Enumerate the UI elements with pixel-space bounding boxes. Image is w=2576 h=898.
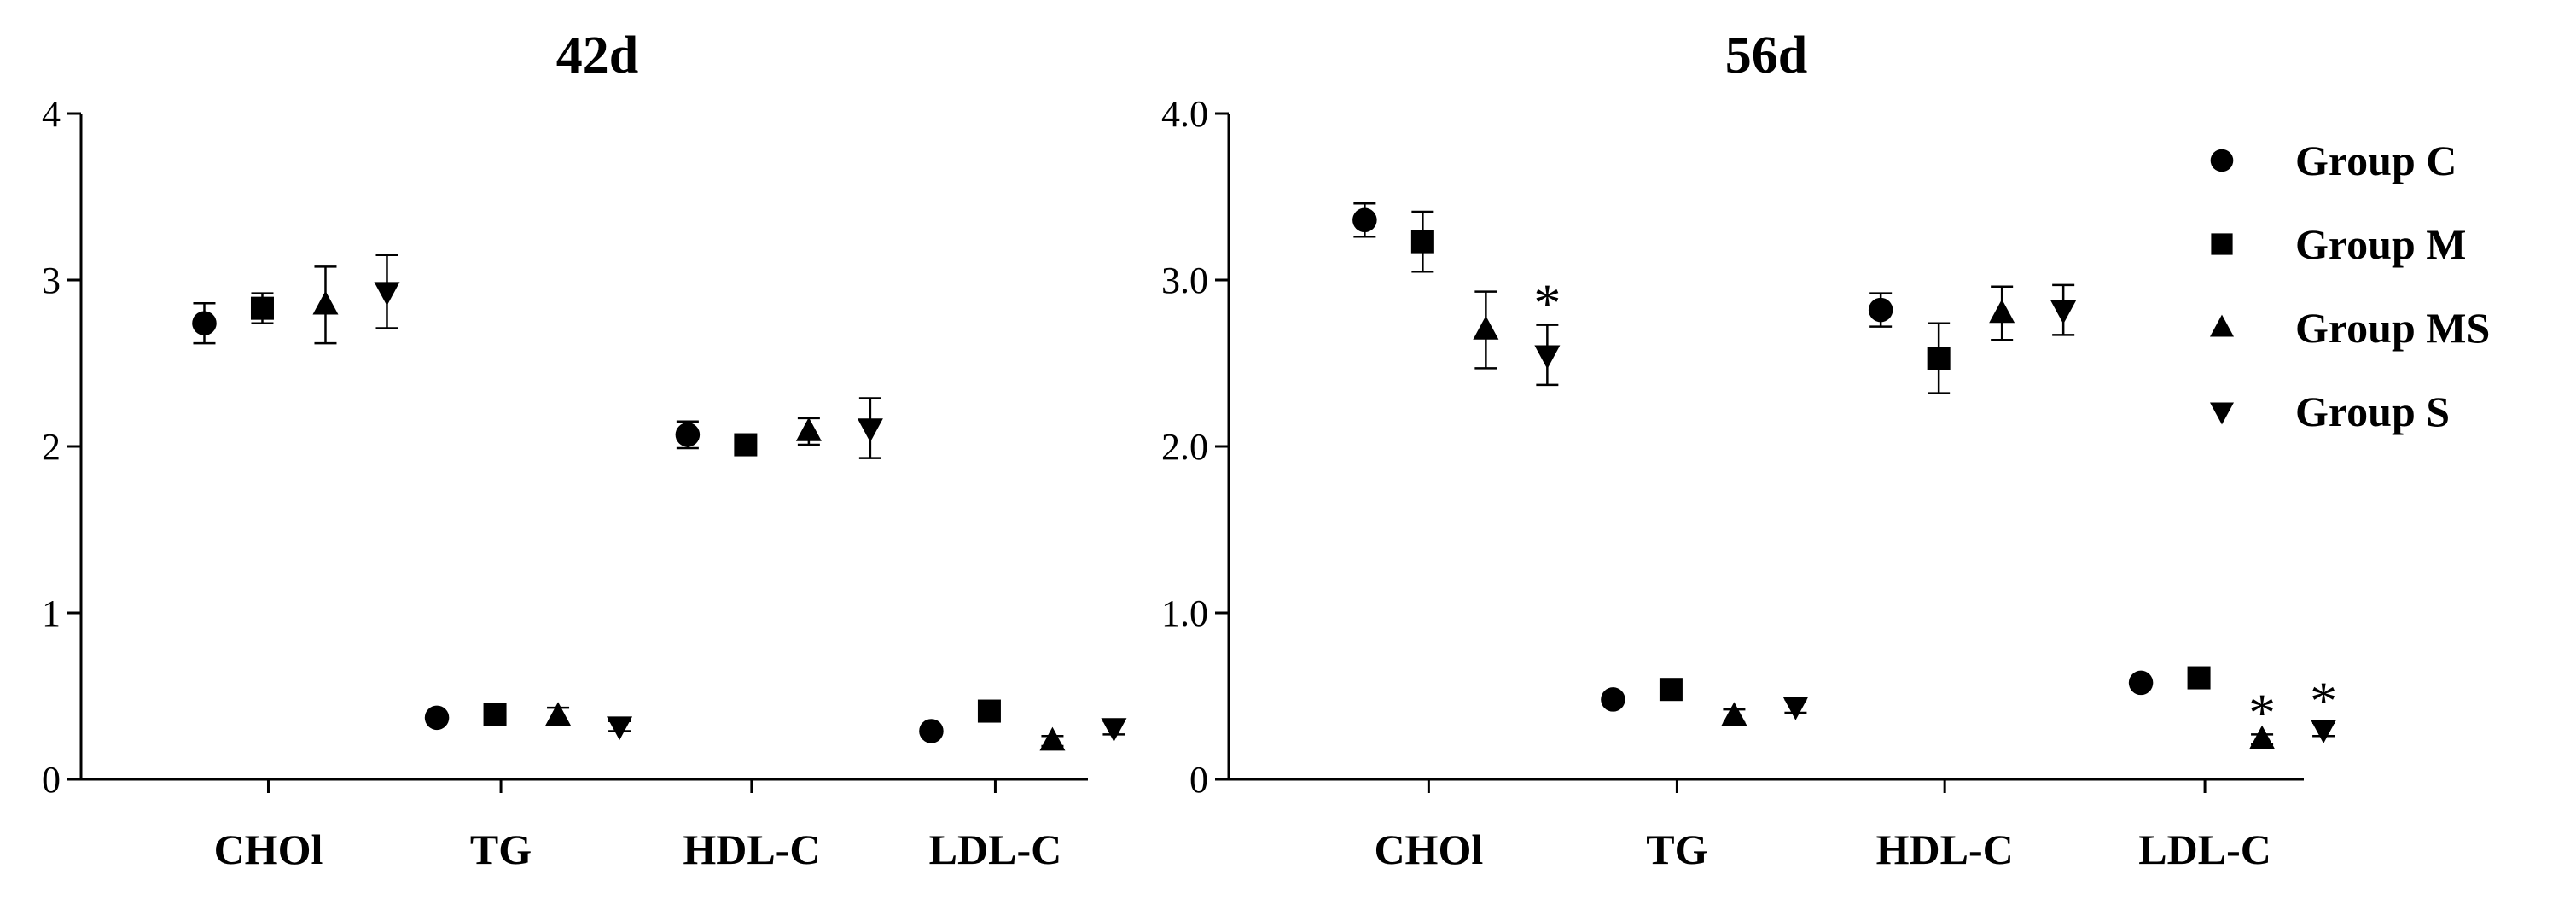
data-point-group-s-ldl-c [2311, 720, 2337, 743]
data-point-group-s-tg [1782, 696, 1809, 720]
legend-label: Group C [2295, 137, 2457, 184]
significance-marker: * [2310, 671, 2337, 732]
data-point-group-m-hdl-c [734, 433, 758, 457]
data-point-group-ms-chol [312, 290, 339, 315]
data-point-group-ms-ldl-c [2249, 725, 2276, 749]
data-point-group-m-ldl-c [2187, 666, 2211, 690]
y-tick-label: 1 [42, 592, 61, 634]
x-tick-label-hdl-c: HDL-C [683, 825, 820, 873]
legend-marker-group-m [2211, 233, 2233, 255]
y-tick-label: 0 [1189, 759, 1208, 801]
data-point-group-ms-hdl-c [795, 417, 822, 441]
legend-marker-group-ms [2210, 314, 2234, 337]
data-point-group-m-tg [1659, 678, 1683, 702]
legend-marker-group-c [2210, 149, 2234, 172]
x-tick-label-chol: CHOl [214, 825, 323, 873]
legend-item-group-c: Group C [2210, 137, 2457, 184]
chart-title: 42d [556, 26, 638, 85]
y-tick-label: 3 [42, 259, 61, 301]
series-group-s: ** [1533, 273, 2337, 743]
significance-marker: * [2248, 682, 2276, 743]
legend: Group C Group M Group MS Group S [2210, 137, 2490, 435]
x-tick-label-ldl-c: LDL-C [2138, 825, 2271, 873]
y-tick-label: 2.0 [1161, 426, 1208, 468]
series-group-m [250, 292, 1001, 726]
y-tick-label: 3.0 [1161, 259, 1208, 301]
data-point-group-ms-tg [545, 702, 572, 726]
data-point-group-s-hdl-c [857, 418, 883, 443]
data-point-group-ms-ldl-c [1039, 726, 1066, 751]
data-point-group-c-ldl-c [2128, 670, 2154, 696]
data-point-group-ms-hdl-c [1989, 299, 2015, 324]
significance-marker: * [1533, 273, 1561, 334]
y-tick-label: 4 [42, 93, 61, 135]
legend-item-group-m: Group M [2211, 220, 2467, 268]
legend-item-group-ms: Group MS [2210, 304, 2490, 352]
data-point-group-m-hdl-c [1927, 347, 1951, 370]
data-point-group-m-ldl-c [977, 699, 1001, 723]
x-tick-label-chol: CHOl [1374, 825, 1483, 873]
data-point-group-m-tg [483, 703, 507, 726]
legend-marker-group-s [2210, 402, 2234, 425]
data-point-group-s-chol [374, 282, 400, 306]
data-point-group-c-hdl-c [675, 423, 701, 447]
y-tick-label: 2 [42, 426, 61, 468]
data-point-group-s-tg [607, 716, 633, 741]
data-point-group-s-ldl-c [1101, 718, 1127, 743]
data-point-group-s-chol [1534, 345, 1561, 370]
legend-item-group-s: Group S [2210, 388, 2450, 435]
data-point-group-c-ldl-c [919, 719, 944, 743]
series-group-c [192, 302, 944, 743]
legend-label: Group S [2295, 388, 2450, 435]
x-tick-label-hdl-c: HDL-C [1876, 825, 2014, 873]
data-point-group-m-chol [1410, 230, 1434, 254]
panel-42d: 42d 0 1 2 3 4 CHOl TG HDL-C LDL-C [42, 26, 1127, 873]
chart-title: 56d [1725, 26, 1807, 85]
y-tick-label: 1.0 [1161, 592, 1208, 634]
y-tick-label: 4.0 [1161, 93, 1208, 135]
data-point-group-m-chol [250, 296, 274, 320]
data-point-group-c-tg [1601, 687, 1625, 712]
legend-label: Group M [2295, 220, 2467, 268]
x-tick-label-tg: TG [470, 825, 532, 873]
series-group-m [1410, 210, 2211, 702]
x-tick-label-ldl-c: LDL-C [929, 825, 1062, 873]
data-point-group-c-tg [424, 705, 450, 731]
data-point-group-c-chol [192, 311, 217, 335]
series-group-ms [312, 265, 1066, 751]
y-tick-label: 0 [42, 759, 61, 801]
data-point-group-c-hdl-c [1868, 297, 1893, 323]
series-group-ms: * [1473, 285, 2276, 749]
series-group-c [1352, 202, 2154, 712]
x-tick-label-tg: TG [1646, 825, 1707, 873]
data-point-group-ms-tg [1721, 702, 1747, 726]
data-point-group-s-hdl-c [2050, 300, 2077, 324]
legend-label: Group MS [2295, 304, 2490, 352]
data-point-group-ms-chol [1473, 316, 1499, 340]
series-group-s [374, 254, 1127, 743]
data-point-group-c-chol [1352, 207, 1377, 233]
